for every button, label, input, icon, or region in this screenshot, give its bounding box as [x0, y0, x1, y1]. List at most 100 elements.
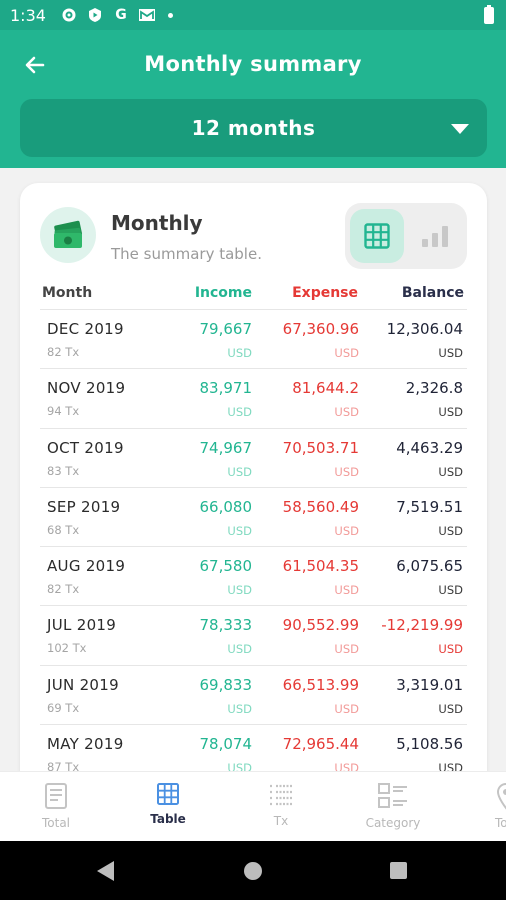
bottom-nav: Total Table Tx Category To: [0, 771, 506, 841]
row-balance: 6,075.65: [396, 557, 463, 576]
location-pin-icon: [496, 782, 506, 810]
table-icon: [364, 223, 390, 249]
row-month: SEP 2019: [47, 497, 121, 516]
table-view-button[interactable]: [350, 209, 404, 263]
list-icon: [270, 784, 292, 806]
row-month: OCT 2019: [47, 438, 124, 457]
row-month: DEC 2019: [47, 320, 124, 338]
row-expense-currency: USD: [334, 642, 359, 657]
row-tx-count: 82 Tx: [47, 582, 80, 597]
row-balance-currency: USD: [438, 701, 463, 716]
system-nav-bar: [0, 841, 506, 900]
row-expense: 70,503.71: [282, 438, 359, 457]
row-income: 79,667: [199, 320, 253, 338]
battery-icon: [484, 5, 494, 24]
table-row[interactable]: OCT 2019 83 Tx 74,967 USD 70,503.71 USD …: [40, 427, 467, 487]
shield-play-icon: [86, 6, 104, 24]
table-row[interactable]: MAY 2019 87 Tx 78,074 USD 72,965.44 USD …: [40, 724, 467, 783]
header-income: Income: [194, 285, 252, 301]
row-balance: 7,519.51: [396, 497, 463, 516]
row-income: 67,580: [199, 557, 253, 576]
row-tx-count: 82 Tx: [47, 345, 80, 359]
row-income: 83,971: [199, 379, 253, 398]
nav-label: Table: [150, 812, 186, 826]
table-row[interactable]: NOV 2019 94 Tx 83,971 USD 81,644.2 USD 2…: [40, 368, 467, 427]
period-dropdown-value: 12 months: [191, 116, 316, 140]
row-income-currency: USD: [227, 405, 252, 420]
table-row[interactable]: SEP 2019 68 Tx 66,080 USD 58,560.49 USD …: [40, 486, 467, 546]
nav-label: To: [495, 816, 506, 830]
header-month: Month: [42, 285, 93, 301]
nav-tab-category[interactable]: Category: [348, 782, 438, 830]
row-tx-count: 68 Tx: [47, 522, 80, 537]
row-expense-currency: USD: [334, 701, 359, 716]
mail-icon: [138, 6, 156, 24]
period-dropdown[interactable]: 12 months: [20, 99, 487, 157]
header-expense: Expense: [292, 285, 358, 301]
row-expense: 90,552.99: [282, 616, 359, 635]
app-bar: Monthly summary 12 months: [0, 30, 506, 168]
nav-tab-total[interactable]: Total: [11, 782, 101, 830]
row-balance: 4,463.29: [396, 438, 463, 457]
category-icon: [378, 783, 407, 808]
row-income-currency: USD: [227, 583, 252, 598]
row-month: MAY 2019: [47, 735, 124, 754]
row-expense-currency: USD: [334, 464, 359, 479]
row-expense: 67,360.96: [282, 320, 359, 338]
summary-table: DEC 2019 82 Tx 79,667 USD 67,360.96 USD …: [20, 309, 487, 783]
table-icon: [157, 783, 179, 805]
row-income-currency: USD: [227, 464, 252, 479]
nav-label: Total: [41, 816, 71, 830]
row-expense-currency: USD: [334, 405, 359, 420]
caret-down-icon: [451, 124, 469, 134]
gear-icon: [60, 6, 78, 24]
money-icon: [40, 207, 96, 263]
row-income-currency: USD: [227, 701, 252, 716]
row-income: 66,080: [199, 497, 253, 516]
table-row[interactable]: AUG 2019 82 Tx 67,580 USD 61,504.35 USD …: [40, 546, 467, 605]
header-balance: Balance: [401, 285, 464, 301]
arrow-left-icon: [25, 56, 45, 74]
system-home-icon[interactable]: [244, 862, 262, 880]
row-balance-currency: USD: [438, 346, 463, 360]
row-month: JUN 2019: [47, 675, 119, 694]
row-balance: 12,306.04: [386, 320, 463, 338]
row-balance-currency: USD: [438, 523, 463, 538]
nav-tab-partial[interactable]: To: [458, 782, 506, 830]
table-row[interactable]: DEC 2019 82 Tx 79,667 USD 67,360.96 USD …: [40, 309, 467, 368]
row-income-currency: USD: [227, 523, 252, 538]
row-balance-currency: USD: [438, 464, 463, 479]
row-tx-count: 69 Tx: [47, 700, 80, 715]
row-month: NOV 2019: [47, 379, 126, 398]
row-expense-currency: USD: [334, 523, 359, 538]
row-balance-currency: USD: [438, 642, 463, 657]
row-expense: 81,644.2: [292, 379, 359, 398]
status-bar: 1:34 G: [0, 0, 506, 30]
table-row[interactable]: JUL 2019 102 Tx 78,333 USD 90,552.99 USD…: [40, 605, 467, 664]
row-tx-count: 87 Tx: [47, 760, 80, 775]
row-expense: 61,504.35: [282, 557, 359, 576]
nav-tab-tx[interactable]: Tx: [236, 782, 326, 828]
row-income-currency: USD: [227, 346, 252, 360]
system-recents-icon[interactable]: [390, 862, 407, 879]
row-expense: 66,513.99: [282, 675, 359, 694]
row-balance: 5,108.56: [396, 735, 463, 754]
row-balance: 3,319.01: [396, 675, 463, 694]
row-balance-currency: USD: [438, 583, 463, 598]
table-header: Month Income Expense Balance: [20, 283, 487, 309]
nav-label: Category: [365, 816, 421, 830]
row-income: 78,333: [199, 616, 253, 635]
row-income-currency: USD: [227, 642, 252, 657]
row-income: 74,967: [199, 438, 253, 457]
chart-view-button[interactable]: [408, 209, 462, 263]
table-row[interactable]: JUN 2019 69 Tx 69,833 USD 66,513.99 USD …: [40, 664, 467, 724]
row-tx-count: 94 Tx: [47, 404, 80, 419]
system-back-icon[interactable]: [97, 861, 114, 881]
nav-label: Tx: [273, 814, 289, 828]
document-icon: [45, 783, 67, 809]
summary-card: Monthly The summary table. Month Income …: [20, 183, 487, 823]
nav-tab-table[interactable]: Table: [123, 782, 213, 826]
back-button[interactable]: [18, 48, 52, 82]
row-expense: 58,560.49: [282, 497, 359, 516]
card-title: Monthly: [111, 211, 203, 235]
